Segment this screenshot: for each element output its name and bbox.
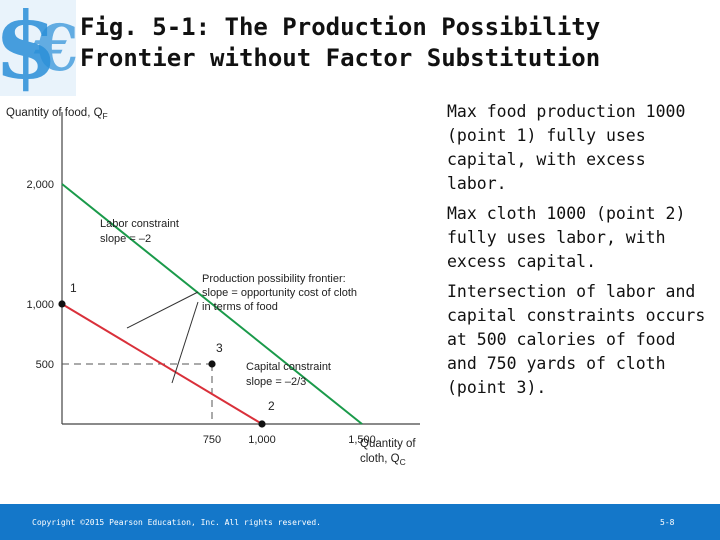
points-layer: 1 3 2 [58,281,275,428]
x-axis-label-sub: C [400,457,406,467]
currency-logo-icon: $ € [0,0,76,96]
point-2-marker [258,420,266,428]
ppf-slope: slope = opportunity cost of cloth [202,287,357,299]
y-tick-label: 2,000 [26,179,54,191]
footer-bar: Copyright ©2015 Pearson Education, Inc. … [0,504,720,540]
page-number: 5-8 [660,518,675,527]
ppf-label: Production possibility frontier: [202,273,346,285]
bullet-item: Intersection of labor and capital constr… [447,282,706,397]
slide-title-line-1: Fig. 5-1: The Production Possibility [80,13,601,41]
ppf-pointer-lower [171,301,199,384]
ppf-pointer-upper [126,291,199,329]
y-tick-label: 1,000 [26,299,54,311]
ppf-chart: Quantity of food, QF Quantity of cloth, … [6,107,420,467]
labor-constraint-line [61,183,363,425]
capital-constraint-slope: slope = –2/3 [246,376,306,388]
point-3-label: 3 [216,341,223,355]
y-axis-label: Quantity of food, QF [6,107,108,121]
x-tick-label: 750 [203,434,221,446]
slide-title-line-2: Frontier without Factor Substitution [80,44,601,72]
labor-constraint-slope: slope = –2 [100,233,151,245]
x-axis-label-line-2: cloth, QC [360,453,406,467]
point-3-marker [208,360,216,368]
y-axis-label-sub: F [103,111,108,121]
y-tick-label: 500 [36,359,54,371]
x-axis-label-line-1: Quantity of [360,438,416,450]
copyright-text: Copyright ©2015 Pearson Education, Inc. … [32,518,321,527]
point-2-label: 2 [268,399,275,413]
bullet-item: Max food production 1000 (point 1) fully… [447,102,686,193]
x-tick-label: 1,000 [248,434,276,446]
labor-constraint-label: Labor constraint [100,218,179,230]
ppf-terms: in terms of food [202,301,278,313]
point-1-label: 1 [70,281,77,295]
bullet-item: Max cloth 1000 (point 2) fully uses labo… [447,204,686,271]
bullet-list: Max food production 1000 (point 1) fully… [447,100,715,406]
capital-constraint-label: Capital constraint [246,361,331,373]
svg-text:€: € [33,11,76,86]
slide-title: Fig. 5-1: The Production Possibility Fro… [80,12,710,74]
capital-constraint-line [61,303,263,425]
x-tick-label: 1,500 [348,434,376,446]
point-1-marker [58,300,66,308]
svg-text:$: $ [0,0,58,96]
